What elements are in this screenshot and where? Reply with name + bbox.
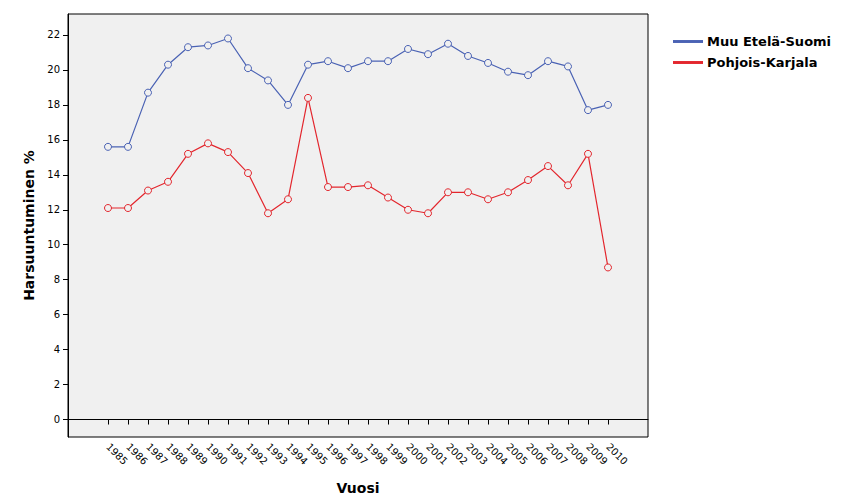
svg-text:2: 2: [54, 379, 60, 390]
svg-text:2008: 2008: [564, 441, 590, 467]
svg-text:4: 4: [54, 344, 60, 355]
svg-text:1997: 1997: [344, 441, 370, 467]
svg-text:2004: 2004: [484, 441, 510, 467]
svg-text:2009: 2009: [584, 441, 610, 467]
svg-text:2002: 2002: [444, 441, 470, 467]
svg-text:1994: 1994: [284, 441, 310, 467]
svg-text:2007: 2007: [544, 441, 570, 467]
svg-text:2010: 2010: [604, 441, 630, 467]
svg-text:10: 10: [47, 239, 60, 250]
svg-text:1998: 1998: [364, 441, 390, 467]
svg-text:2006: 2006: [524, 441, 550, 467]
svg-text:Vuosi: Vuosi: [336, 480, 379, 496]
svg-text:Pohjois-Karjala: Pohjois-Karjala: [707, 55, 817, 70]
svg-text:1995: 1995: [304, 441, 330, 467]
svg-text:1996: 1996: [324, 441, 350, 467]
svg-text:1985: 1985: [104, 441, 130, 467]
svg-text:1992: 1992: [244, 441, 270, 467]
svg-text:1986: 1986: [124, 441, 150, 467]
svg-text:1990: 1990: [204, 441, 230, 467]
svg-text:8: 8: [54, 274, 60, 285]
svg-text:18: 18: [47, 99, 60, 110]
svg-text:Harsuuntuminen %: Harsuuntuminen %: [21, 150, 37, 301]
svg-text:1988: 1988: [164, 441, 190, 467]
svg-text:1991: 1991: [224, 441, 250, 467]
svg-text:22: 22: [47, 29, 60, 40]
svg-text:1993: 1993: [264, 441, 290, 467]
svg-text:6: 6: [54, 309, 60, 320]
svg-text:1999: 1999: [384, 441, 410, 467]
svg-text:Muu Etelä-Suomi: Muu Etelä-Suomi: [707, 34, 831, 49]
svg-text:2001: 2001: [424, 441, 450, 467]
svg-text:14: 14: [47, 169, 60, 180]
svg-text:2000: 2000: [404, 441, 430, 467]
svg-text:16: 16: [47, 134, 60, 145]
svg-text:2005: 2005: [504, 441, 530, 467]
svg-text:12: 12: [47, 204, 60, 215]
svg-text:1989: 1989: [184, 441, 210, 467]
svg-text:0: 0: [54, 414, 60, 425]
svg-text:20: 20: [47, 64, 60, 75]
svg-text:1987: 1987: [144, 441, 170, 467]
svg-text:2003: 2003: [464, 441, 490, 467]
